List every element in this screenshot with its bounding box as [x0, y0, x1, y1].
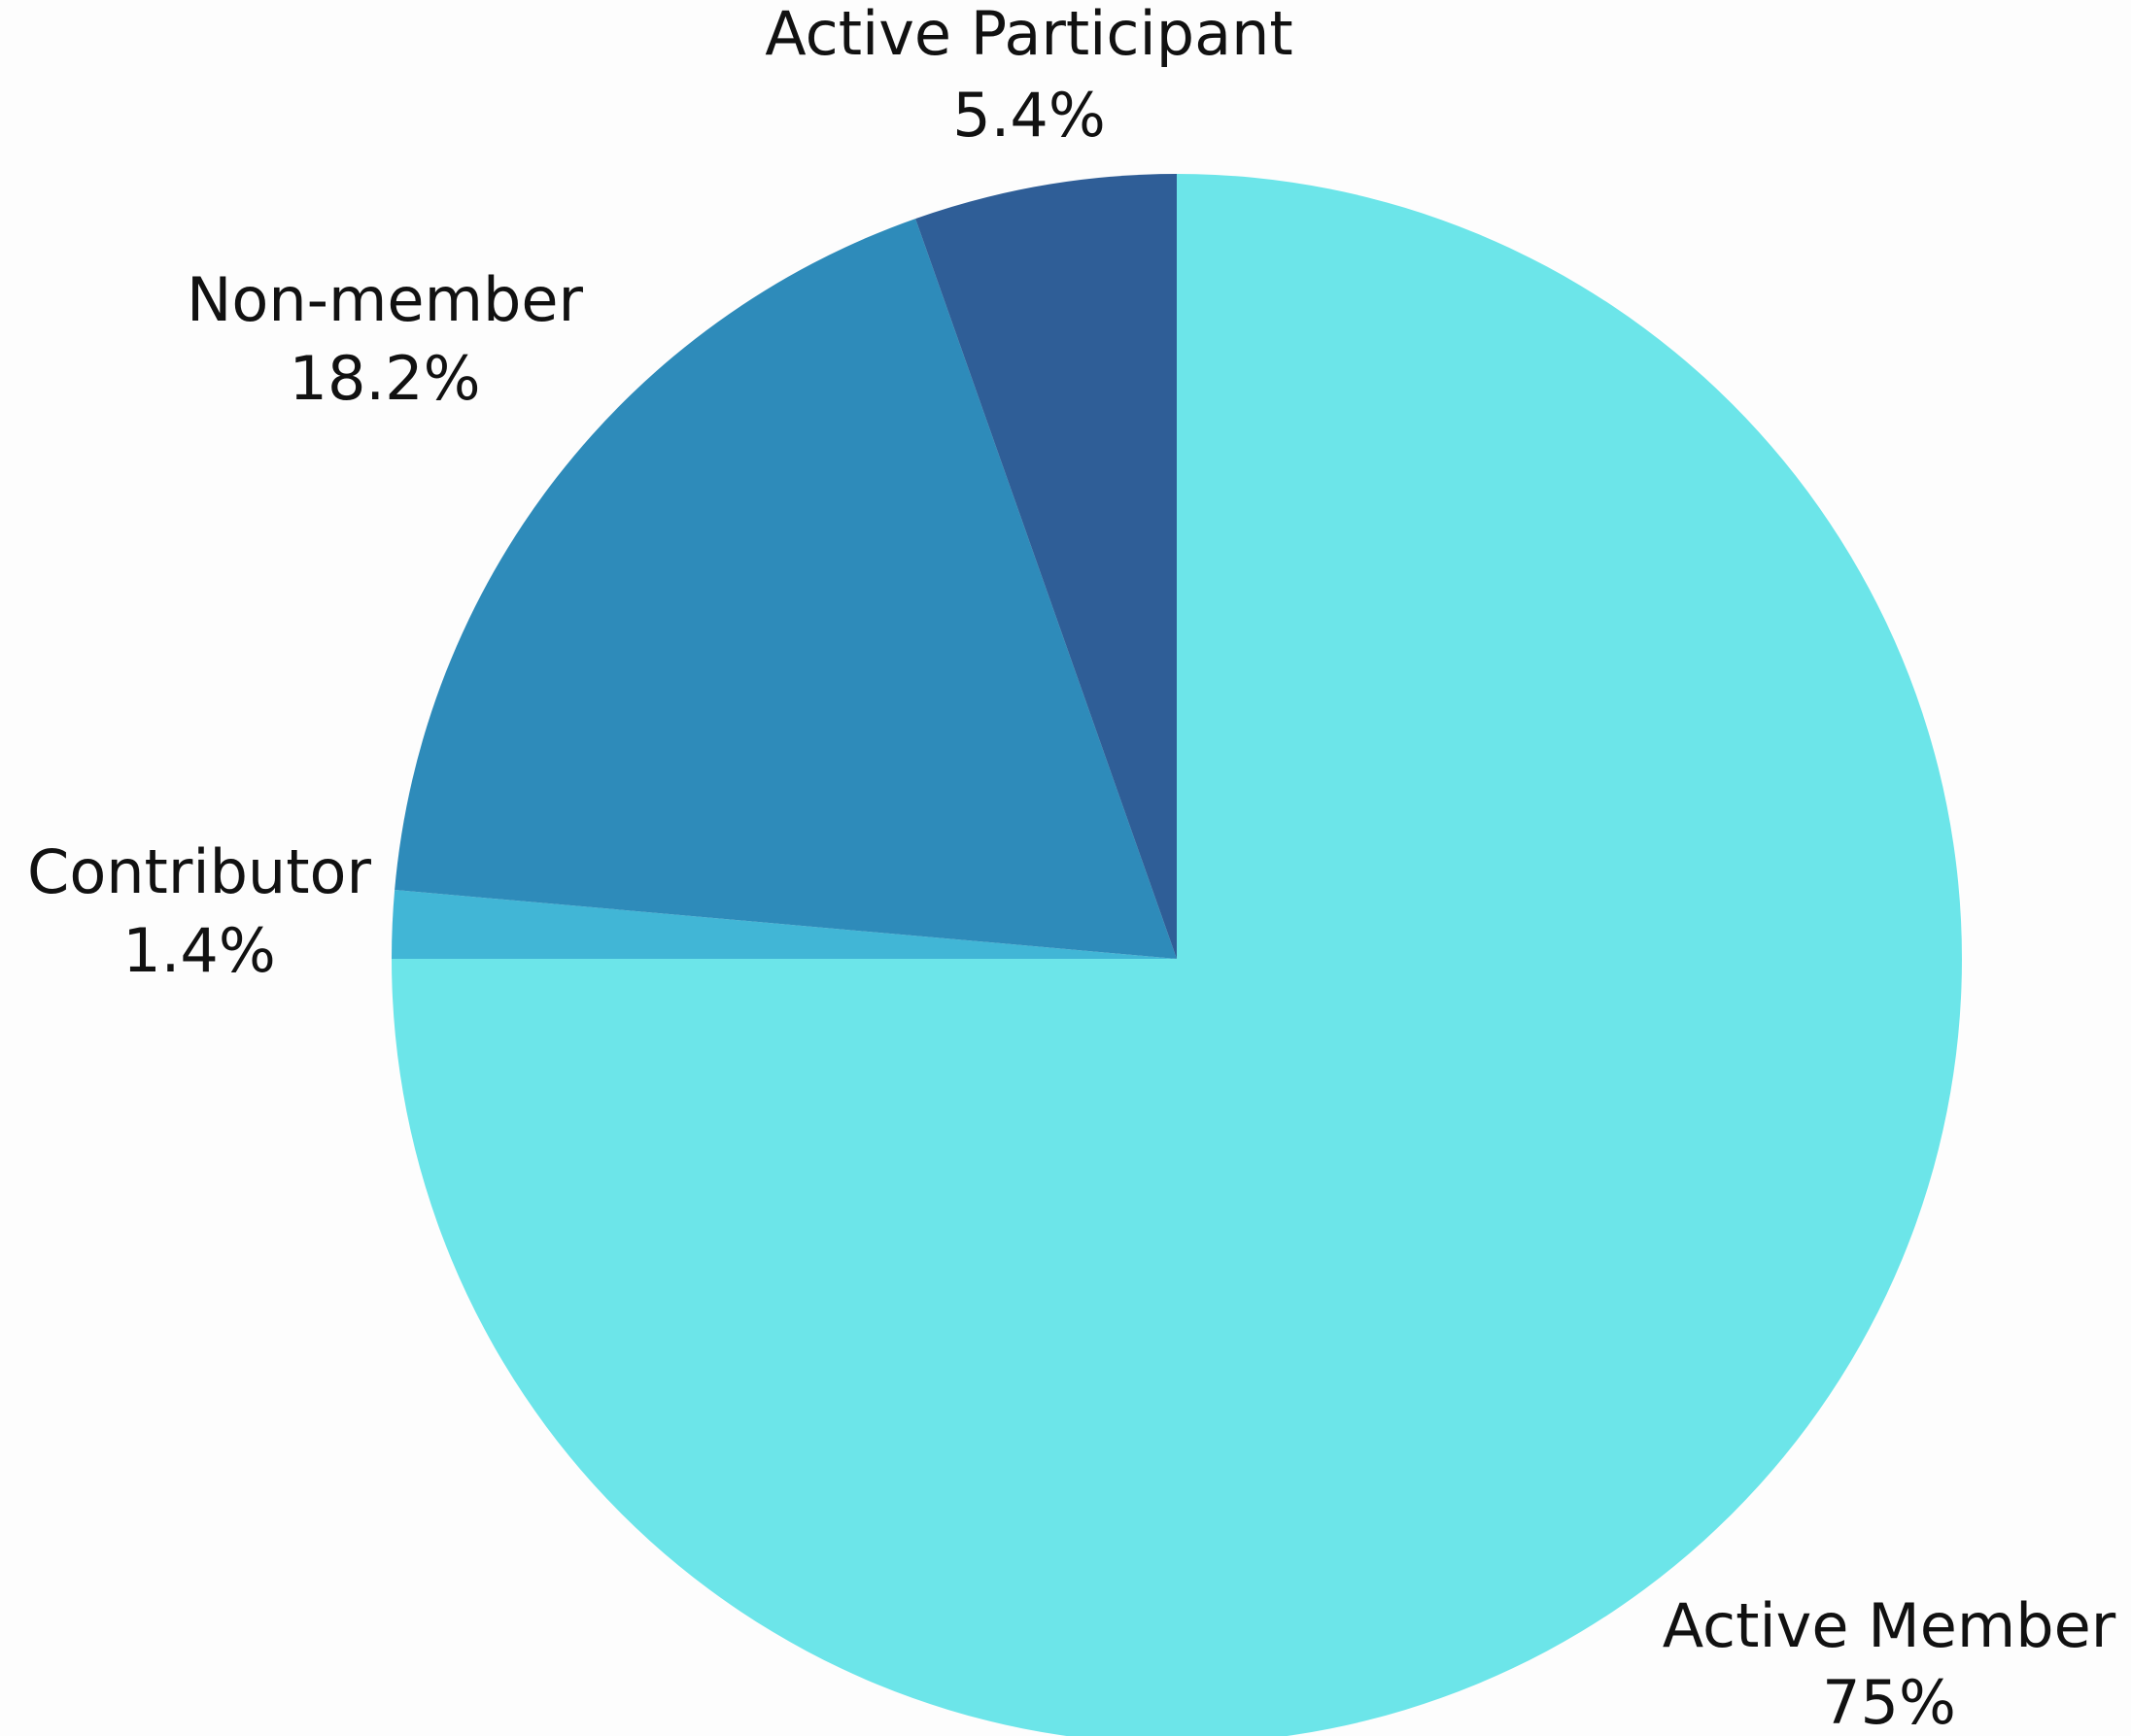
slice-value-label: 1.4%: [122, 915, 276, 986]
pie-slice: [392, 890, 1177, 959]
slice-value-label: 18.2%: [290, 343, 481, 414]
slice-value-label: 5.4%: [952, 80, 1106, 151]
slice-label: Active Participant: [765, 0, 1292, 69]
slice-label: Non-member: [187, 264, 583, 335]
pie-slice: [395, 219, 1178, 959]
pie-slice: [392, 174, 1962, 1736]
slice-value-label: 75%: [1822, 1667, 1956, 1736]
pie-slice: [915, 174, 1177, 959]
slice-label: Contributor: [27, 836, 371, 907]
slice-label: Active Member: [1663, 1590, 2116, 1661]
